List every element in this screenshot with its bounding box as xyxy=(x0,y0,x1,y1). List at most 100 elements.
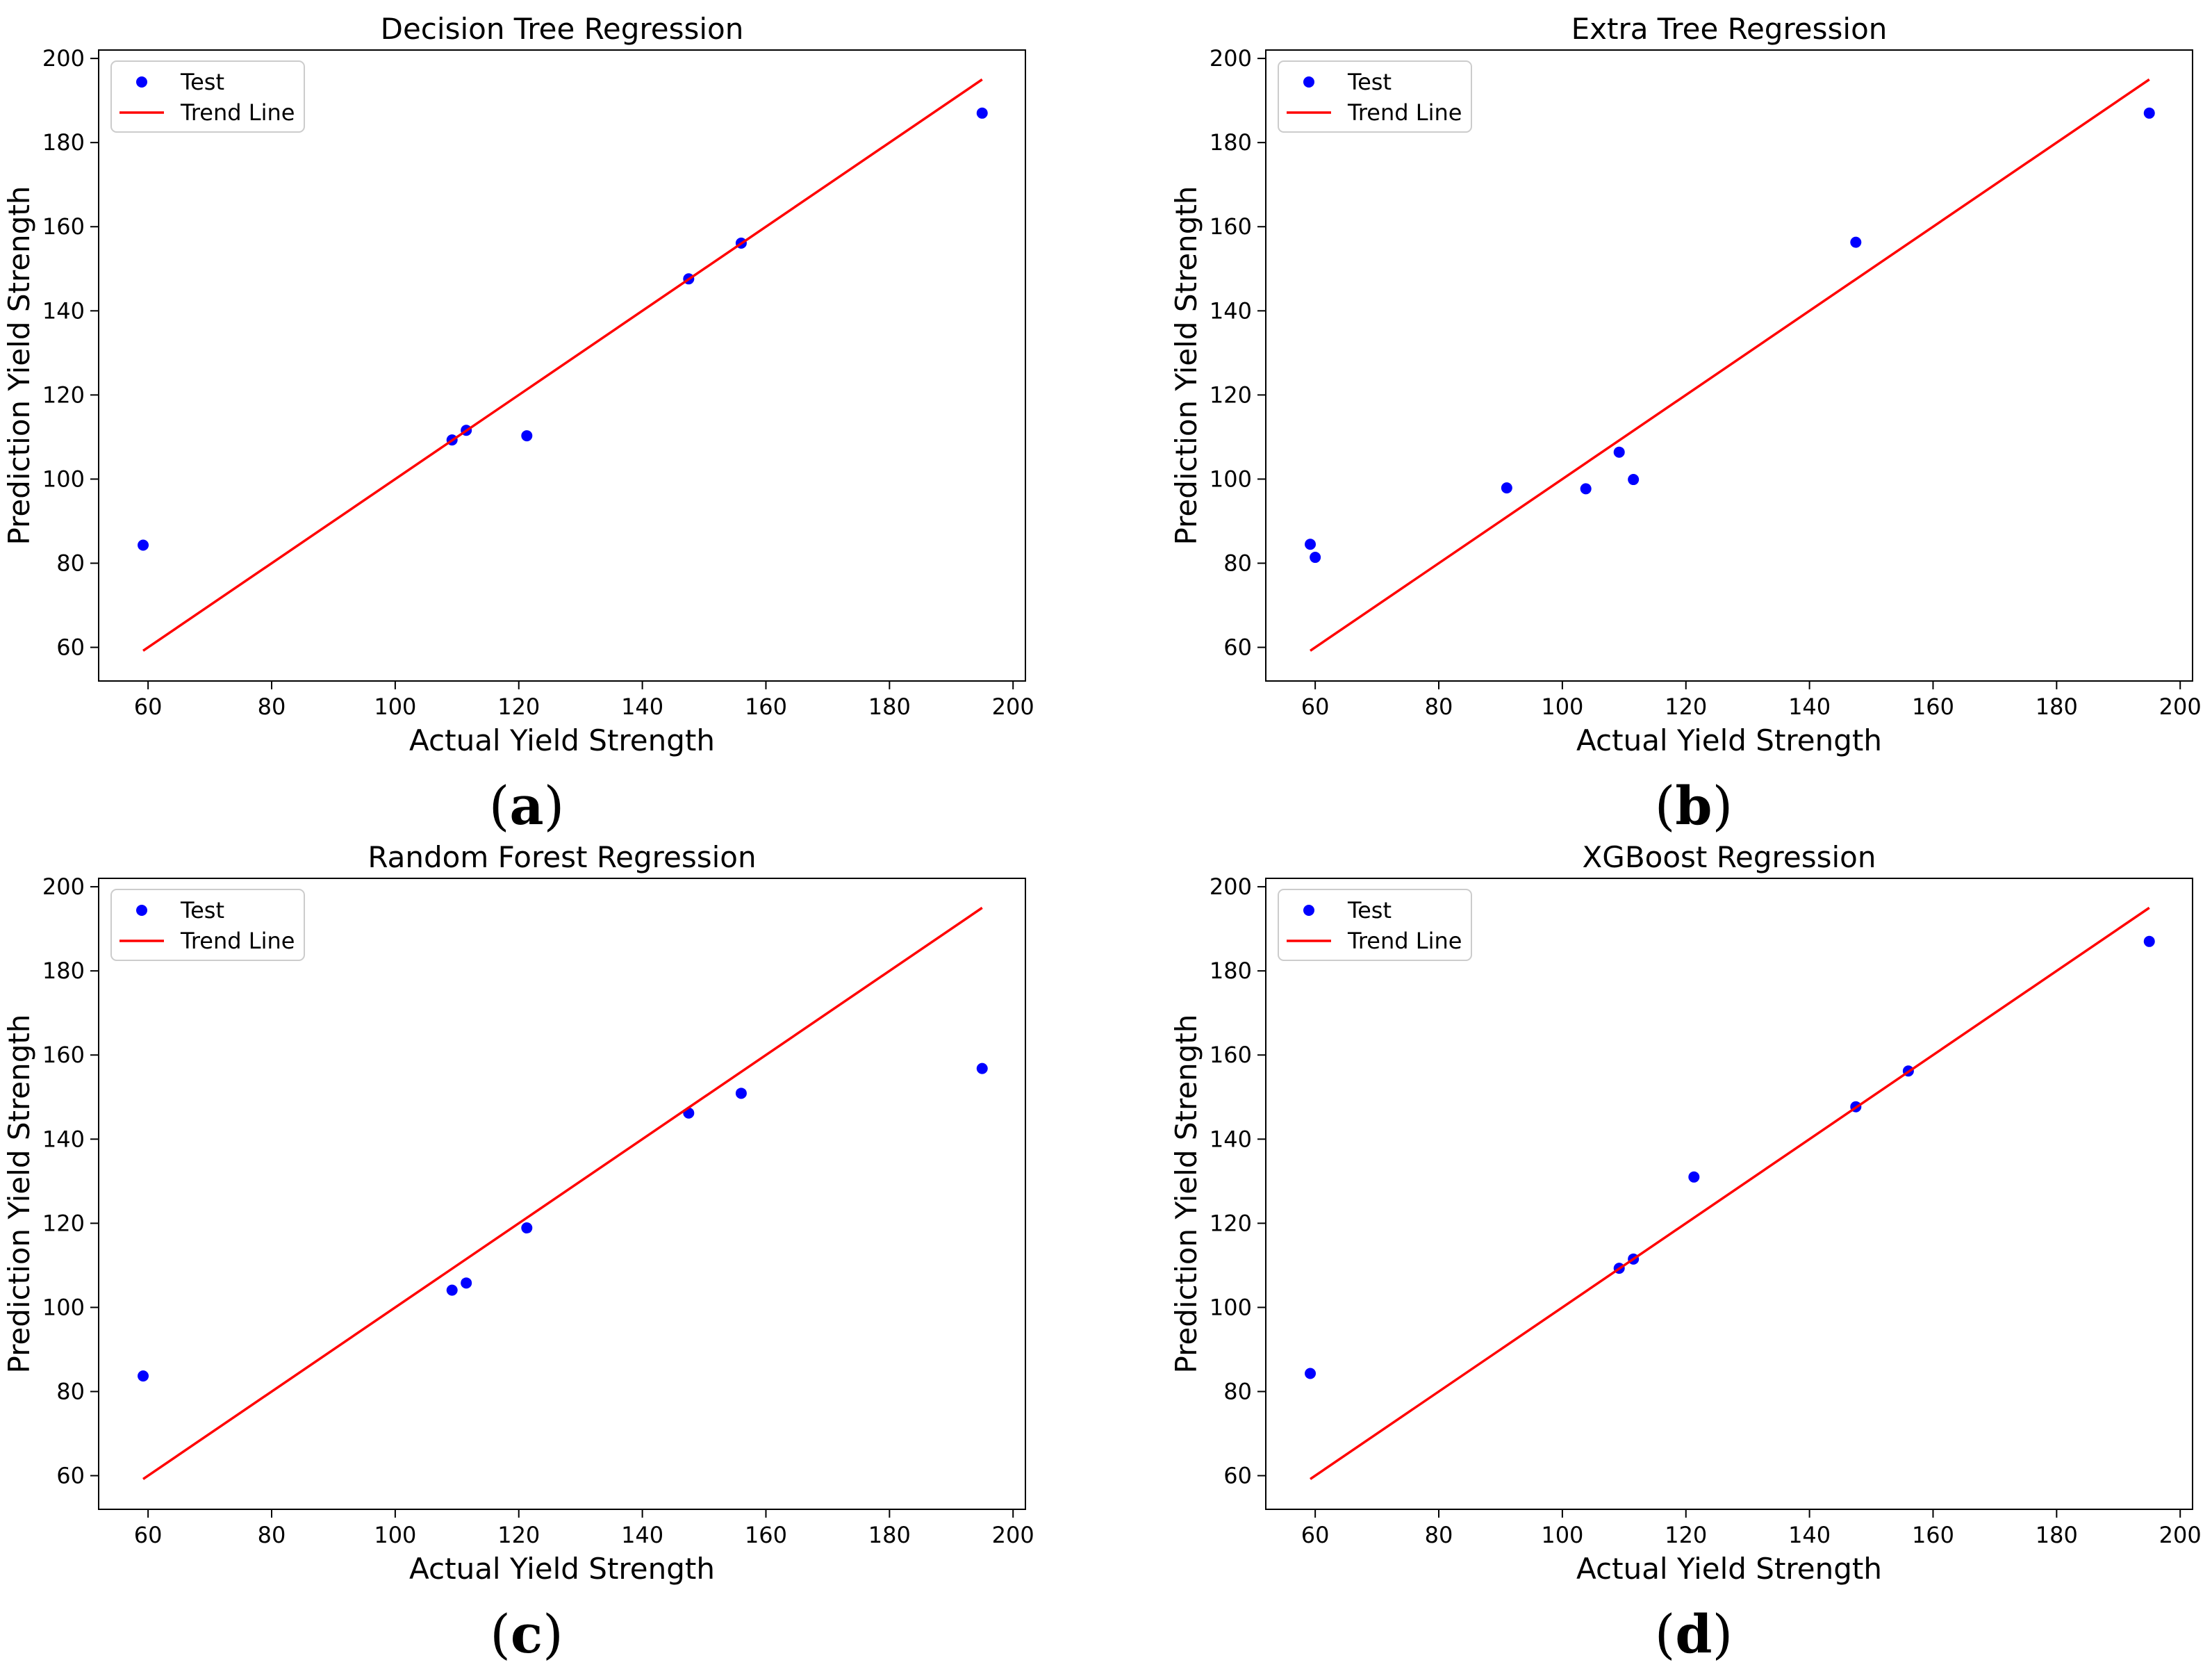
legend-label-trend: Trend Line xyxy=(1347,928,1462,954)
plot-frame xyxy=(98,49,1026,682)
test-point xyxy=(461,1277,472,1289)
x-tick-label: 80 xyxy=(1425,1522,1453,1548)
legend-label-trend: Trend Line xyxy=(180,928,295,954)
test-point xyxy=(1310,552,1321,564)
y-tick-label: 160 xyxy=(1210,213,1252,240)
x-axis-label: Actual Yield Strength xyxy=(409,723,715,757)
x-tick-label: 140 xyxy=(621,694,663,720)
y-axis-label: Prediction Yield Strength xyxy=(1169,186,1203,545)
y-tick-label: 60 xyxy=(1223,1463,1252,1489)
test-point xyxy=(521,430,533,442)
x-tick-label: 60 xyxy=(134,1522,163,1548)
y-tick-label: 140 xyxy=(42,297,85,324)
x-axis-label: Actual Yield Strength xyxy=(409,1552,715,1586)
caption-open: ( xyxy=(490,1603,511,1665)
legend-label-test: Test xyxy=(180,897,224,924)
test-point xyxy=(521,1222,533,1234)
x-tick-label: 200 xyxy=(992,694,1034,720)
x-tick-label: 160 xyxy=(745,694,787,720)
x-tick-label: 160 xyxy=(1912,694,1954,720)
y-tick-label: 160 xyxy=(42,213,85,240)
x-tick-label: 180 xyxy=(2036,1522,2078,1548)
y-tick-label: 180 xyxy=(1210,958,1252,984)
y-tick-label: 60 xyxy=(56,634,85,661)
y-tick-label: 120 xyxy=(42,381,85,408)
y-tick-label: 100 xyxy=(42,466,85,492)
y-tick-label: 160 xyxy=(42,1042,85,1068)
plot-frame xyxy=(1265,49,2193,682)
legend-marker-test xyxy=(136,905,147,916)
y-tick-label: 80 xyxy=(56,550,85,577)
x-tick-label: 140 xyxy=(1788,694,1831,720)
legend-box xyxy=(1278,60,1472,133)
test-point xyxy=(2143,935,2155,947)
caption-letter: a xyxy=(509,775,543,837)
caption-open: ( xyxy=(1655,775,1676,837)
y-axis-label: Prediction Yield Strength xyxy=(2,186,36,545)
x-tick-label: 120 xyxy=(497,694,540,720)
y-axis-label: Prediction Yield Strength xyxy=(1169,1014,1203,1373)
trend-line xyxy=(142,78,983,652)
x-tick-label: 180 xyxy=(868,1522,911,1548)
caption-close: ) xyxy=(1712,775,1733,837)
y-tick-label: 100 xyxy=(42,1294,85,1320)
y-tick-label: 100 xyxy=(1210,466,1252,492)
legend-marker-test xyxy=(1303,905,1314,916)
legend-label-test: Test xyxy=(180,69,224,95)
x-tick-label: 120 xyxy=(1665,694,1707,720)
x-tick-label: 80 xyxy=(258,1522,286,1548)
y-tick-label: 60 xyxy=(56,1463,85,1489)
y-tick-label: 180 xyxy=(42,958,85,984)
test-point xyxy=(1628,474,1640,486)
panel-caption: (d) xyxy=(1655,1603,1733,1665)
x-tick-label: 60 xyxy=(1301,694,1330,720)
x-tick-label: 100 xyxy=(374,694,416,720)
x-tick-label: 180 xyxy=(2036,694,2078,720)
chart-panel-b: Extra Tree Regression 60 80 100 120 140 160 180… xyxy=(1169,12,2202,837)
legend-box xyxy=(110,60,305,133)
y-tick-label: 120 xyxy=(1210,381,1252,408)
legend-label-trend: Trend Line xyxy=(1347,99,1462,126)
x-tick-label: 200 xyxy=(992,1522,1034,1548)
x-tick-label: 100 xyxy=(1541,1522,1583,1548)
y-tick-label: 140 xyxy=(42,1126,85,1152)
y-tick-label: 140 xyxy=(1210,297,1252,324)
x-tick-label: 140 xyxy=(621,1522,663,1548)
y-tick-label: 200 xyxy=(1210,45,1252,72)
test-point xyxy=(1688,1171,1700,1183)
x-tick-label: 200 xyxy=(2159,1522,2202,1548)
test-point xyxy=(1613,446,1625,458)
test-point xyxy=(138,539,149,551)
test-point xyxy=(446,1284,458,1296)
test-point xyxy=(1305,1368,1317,1379)
y-tick-label: 160 xyxy=(1210,1042,1252,1068)
legend-label-test: Test xyxy=(1347,897,1392,924)
y-tick-label: 200 xyxy=(1210,873,1252,900)
y-tick-label: 80 xyxy=(1223,550,1252,577)
chart-panel-a: Decision Tree Regression 60 80 100 120 140 160… xyxy=(2,12,1034,837)
caption-open: ( xyxy=(489,775,510,837)
test-point xyxy=(138,1370,149,1382)
test-point xyxy=(976,1062,988,1074)
test-point xyxy=(1580,483,1592,495)
x-tick-label: 120 xyxy=(1665,1522,1707,1548)
trend-line xyxy=(142,906,983,1480)
panel-caption: (a) xyxy=(489,775,565,837)
x-tick-label: 60 xyxy=(134,694,163,720)
chart-panel-c: Random Forest Regression 60 80 100 120 140 160… xyxy=(2,840,1034,1665)
plot-frame xyxy=(98,878,1026,1510)
caption-close: ) xyxy=(1712,1603,1733,1665)
y-tick-label: 200 xyxy=(42,873,85,900)
x-tick-label: 200 xyxy=(2159,694,2202,720)
legend-label-trend: Trend Line xyxy=(180,99,295,126)
panel-caption: (b) xyxy=(1655,775,1733,837)
caption-letter: b xyxy=(1675,775,1712,837)
legend-marker-test xyxy=(136,76,147,88)
panel-caption: (c) xyxy=(490,1603,563,1665)
y-tick-label: 120 xyxy=(1210,1210,1252,1236)
y-tick-label: 120 xyxy=(42,1210,85,1236)
caption-close: ) xyxy=(543,1603,563,1665)
trend-line xyxy=(1310,78,2150,652)
y-tick-label: 60 xyxy=(1223,634,1252,661)
caption-close: ) xyxy=(544,775,565,837)
